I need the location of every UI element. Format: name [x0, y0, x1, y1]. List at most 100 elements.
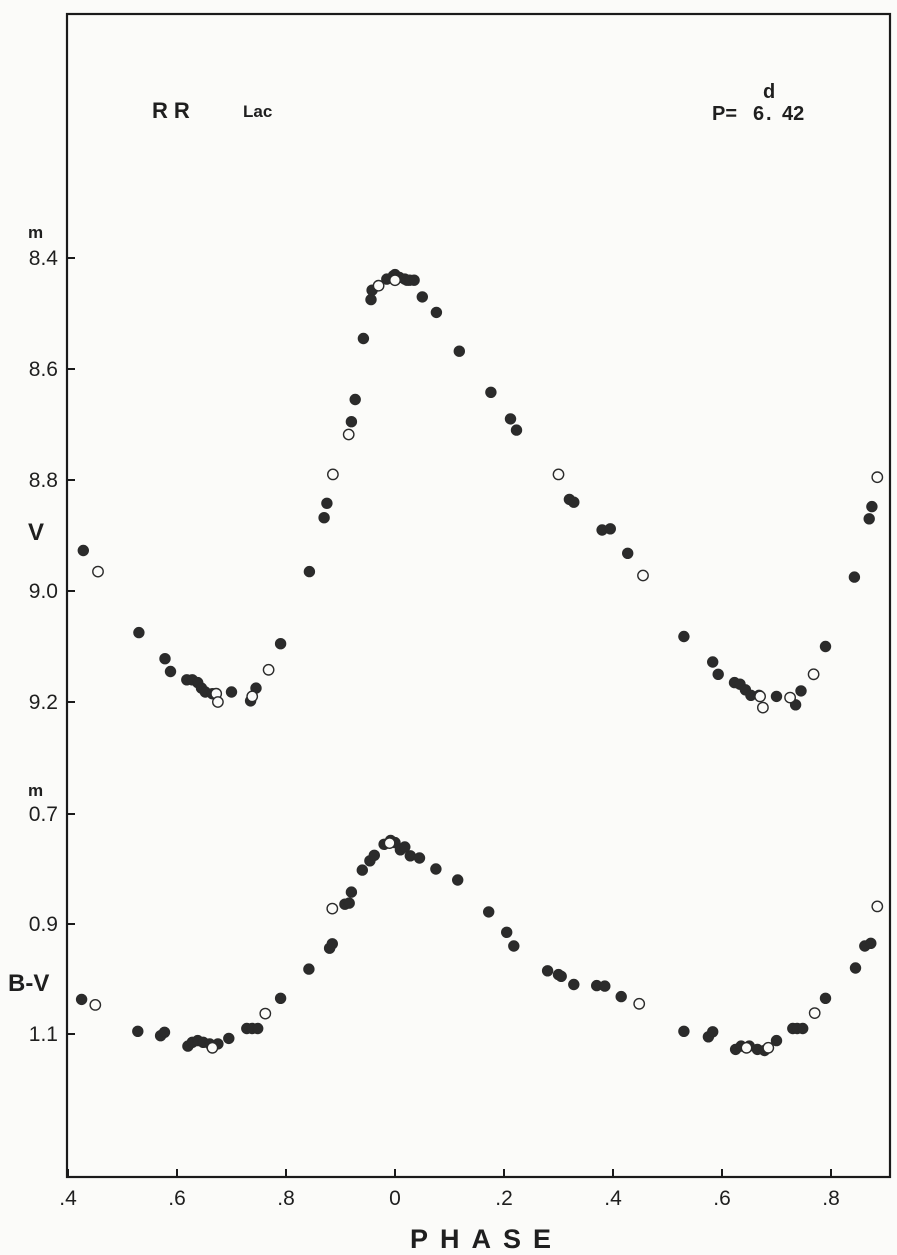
filled-data-point	[501, 926, 513, 938]
open-data-point	[784, 691, 796, 704]
y-tick-label: 9.2	[29, 691, 58, 714]
filled-data-point	[819, 640, 832, 653]
filled-data-point	[795, 685, 807, 697]
x-tick-label: .4	[604, 1187, 622, 1210]
filled-data-point	[223, 1032, 235, 1045]
period-int: 6	[753, 103, 764, 125]
filled-data-point	[615, 990, 627, 1003]
filled-data-point	[848, 571, 861, 583]
v-axis-label: V	[28, 519, 44, 546]
open-data-point	[372, 279, 385, 292]
filled-data-point	[75, 993, 88, 1006]
open-data-point	[262, 663, 275, 676]
x-tick-label: .8	[277, 1187, 295, 1210]
filled-data-point	[770, 1034, 783, 1047]
x-tick-label: .6	[713, 1187, 731, 1210]
filled-data-point	[604, 523, 616, 535]
filled-data-point	[678, 1025, 690, 1038]
star-constellation: Lac	[243, 102, 272, 121]
filled-data-point	[866, 500, 878, 513]
open-data-point	[342, 428, 355, 441]
open-data-point	[326, 902, 339, 915]
filled-data-point	[356, 864, 368, 876]
open-data-point	[89, 999, 102, 1011]
filled-data-point	[430, 863, 442, 875]
bv-unit-mark: m	[28, 781, 43, 800]
filled-data-point	[252, 1022, 264, 1035]
filled-data-point	[483, 906, 495, 918]
filled-data-point	[430, 306, 443, 319]
open-data-point	[740, 1041, 753, 1054]
filled-data-point	[225, 686, 238, 698]
open-data-point	[259, 1007, 272, 1020]
filled-data-point	[452, 874, 464, 886]
star-name: RR	[152, 98, 196, 123]
y-tick-label: 9.0	[29, 580, 58, 603]
filled-data-point	[343, 897, 355, 909]
open-data-point	[552, 468, 565, 481]
y-tick-label: 8.8	[29, 469, 58, 492]
period-label: P=	[712, 103, 737, 125]
open-data-point	[211, 696, 224, 708]
filled-data-point	[357, 332, 370, 345]
filled-data-point	[303, 565, 316, 578]
filled-data-point	[159, 653, 171, 665]
y-tick-label: 0.9	[29, 913, 58, 936]
bv-axis-label: B-V	[8, 970, 49, 997]
open-data-point	[807, 668, 820, 681]
x-tick-label: .4	[59, 1187, 77, 1210]
period-unit: d	[763, 81, 775, 103]
open-data-point	[637, 569, 649, 582]
filled-data-point	[510, 424, 523, 436]
y-tick-label: 8.4	[29, 247, 59, 270]
open-data-point	[762, 1041, 775, 1054]
open-data-point	[757, 701, 769, 714]
filled-data-point	[555, 970, 567, 982]
filled-data-point	[164, 665, 177, 678]
open-data-point	[246, 690, 259, 703]
open-data-point	[206, 1041, 219, 1054]
filled-data-point	[133, 626, 145, 639]
x-tick-label: .6	[168, 1187, 186, 1210]
filled-data-point	[132, 1025, 144, 1038]
period-frac: 42	[782, 103, 804, 125]
filled-data-point	[365, 293, 377, 306]
filled-data-point	[770, 690, 783, 703]
period-decimal-point: .	[766, 103, 772, 125]
filled-data-point	[678, 630, 690, 643]
filled-data-point	[504, 413, 517, 425]
filled-data-point	[541, 965, 554, 977]
filled-data-point	[349, 393, 361, 406]
x-tick-label: .8	[822, 1187, 840, 1210]
data-points	[75, 268, 884, 1057]
filled-data-point	[865, 937, 877, 949]
filled-data-point	[158, 1026, 171, 1039]
filled-data-point	[326, 938, 338, 950]
filled-data-point	[77, 544, 90, 557]
filled-data-point	[622, 547, 634, 559]
filled-data-point	[413, 852, 426, 864]
filled-data-point	[274, 992, 287, 1004]
filled-data-point	[321, 497, 333, 509]
filled-data-point	[707, 656, 719, 668]
x-tick-label: 0	[389, 1187, 401, 1210]
filled-data-point	[345, 886, 358, 898]
axis-ticks: .4 .6 .8 0 .2 .4 .6 .8 8.4 8.6 8.8 9.0 9.2 0.7 0.9 1.1	[29, 247, 840, 1210]
filled-data-point	[404, 850, 416, 862]
y-tick-label: 8.6	[29, 358, 58, 381]
filled-data-point	[416, 291, 428, 303]
open-data-point	[754, 690, 766, 703]
filled-data-point	[368, 849, 380, 861]
filled-data-point	[453, 345, 465, 357]
open-data-point	[871, 900, 884, 913]
x-axis-label: PHASE	[410, 1224, 563, 1254]
filled-data-point	[712, 668, 724, 680]
filled-data-point	[568, 978, 580, 991]
open-data-point	[389, 274, 401, 287]
filled-data-point	[863, 513, 875, 525]
open-data-point	[383, 837, 396, 849]
open-data-point	[808, 1007, 821, 1019]
filled-data-point	[303, 963, 315, 975]
filled-data-point	[274, 638, 287, 650]
